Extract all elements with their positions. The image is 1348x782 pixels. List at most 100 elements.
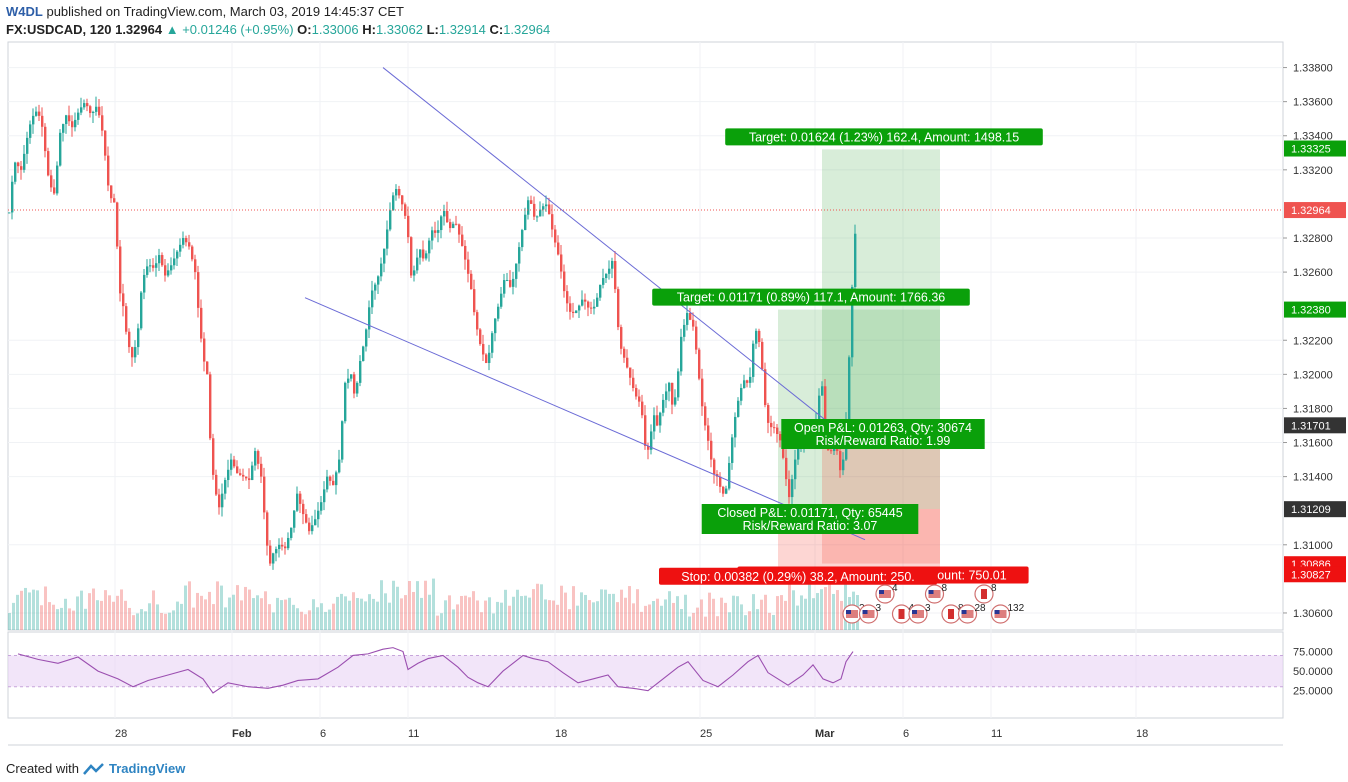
volume-bar: [88, 593, 91, 630]
volume-bar: [688, 616, 691, 630]
candle: [476, 312, 479, 330]
volume-bar: [308, 610, 311, 630]
candle: [167, 270, 170, 276]
open-pnl-label: Open P&L: 0.01263, Qty: 30674Risk/Reward…: [781, 419, 985, 449]
volume-bar: [740, 604, 743, 630]
candle: [383, 248, 386, 264]
candle: [398, 189, 401, 196]
chart-header: W4DL published on TradingView.com, March…: [6, 3, 550, 39]
candle: [767, 405, 770, 423]
candle: [560, 254, 563, 272]
candle: [284, 546, 287, 549]
candle: [302, 503, 305, 515]
candle: [617, 289, 620, 328]
candle: [50, 175, 53, 188]
candle: [509, 280, 512, 287]
volume-bar: [552, 600, 555, 630]
us-flag-canton: [994, 610, 1000, 614]
high-label: H:: [362, 22, 376, 37]
volume-bar: [48, 602, 51, 630]
candle: [563, 271, 566, 292]
candle: [113, 198, 116, 203]
candle: [581, 299, 584, 306]
volume-bar: [512, 596, 515, 630]
candle: [500, 293, 503, 307]
main-pane-frame: [7, 41, 1284, 631]
volume-bar: [284, 599, 287, 630]
target-label: Target: 0.01171 (0.89%) 117.1, Amount: 1…: [652, 288, 970, 306]
created-with-label: Created with: [6, 761, 79, 776]
candle: [644, 415, 647, 446]
x-tick-label: Feb: [232, 728, 252, 740]
candle: [602, 278, 605, 285]
volume-bar: [648, 604, 651, 630]
candle: [695, 326, 698, 350]
candle: [239, 473, 242, 475]
volume-bar: [624, 597, 627, 630]
volume-bar: [220, 585, 223, 630]
volume-bar: [36, 590, 39, 630]
y-tick-label: 1.31600: [1293, 438, 1333, 450]
candle: [242, 474, 245, 477]
volume-bar: [716, 616, 719, 630]
volume-bars: [8, 578, 859, 630]
candle: [56, 165, 59, 194]
candle: [635, 387, 638, 397]
volume-bar: [144, 611, 147, 630]
candle: [512, 278, 515, 287]
stop-label-box: [659, 567, 937, 585]
candle: [212, 438, 215, 475]
candle: [518, 247, 521, 264]
candle: [764, 369, 767, 406]
candle: [230, 459, 233, 470]
volume-bar: [828, 580, 831, 630]
us-flag-canton: [879, 590, 884, 594]
us-flag-canton: [928, 590, 934, 594]
candle: [152, 265, 155, 268]
volume-bar: [44, 586, 47, 630]
candle: [362, 346, 365, 361]
candle: [551, 214, 554, 230]
volume-bar: [236, 585, 239, 630]
volume-bar: [324, 611, 327, 630]
candle: [488, 352, 491, 363]
volume-bar: [568, 609, 571, 630]
volume-bar: [72, 610, 75, 630]
tradingview-logo[interactable]: TradingView: [108, 761, 186, 776]
volume-bar: [92, 588, 95, 630]
x-tick-label: 28: [115, 728, 127, 740]
candle: [317, 510, 320, 520]
target-label-box: [725, 128, 1043, 146]
volume-bar: [320, 603, 323, 630]
us-flag-stripes: [928, 590, 941, 598]
volume-bar: [784, 600, 787, 630]
candle: [368, 307, 371, 330]
volume-bar: [580, 592, 583, 630]
candle: [353, 374, 356, 394]
author-name[interactable]: W4DL: [6, 4, 43, 19]
volume-bar: [544, 599, 547, 630]
price-tag: [1284, 301, 1346, 318]
candle: [575, 310, 578, 313]
volume-bar: [108, 595, 111, 630]
candle: [341, 421, 344, 460]
candle: [191, 246, 194, 260]
volume-bar: [276, 597, 279, 630]
y-tick-label: 1.32200: [1293, 335, 1333, 347]
candle: [209, 374, 212, 439]
candle: [173, 258, 176, 266]
volume-bar: [616, 602, 619, 630]
rsi-line: [17, 647, 854, 694]
volume-bar: [428, 594, 431, 630]
y-tick-label: 1.30600: [1293, 608, 1333, 620]
candle: [149, 265, 152, 267]
volume-bar: [768, 612, 771, 630]
candle: [62, 124, 65, 133]
candle: [758, 330, 761, 342]
us-flag-stripes: [879, 590, 891, 598]
candle: [572, 311, 575, 313]
volume-bar: [412, 591, 415, 630]
candle: [662, 399, 665, 413]
candle: [26, 137, 29, 154]
